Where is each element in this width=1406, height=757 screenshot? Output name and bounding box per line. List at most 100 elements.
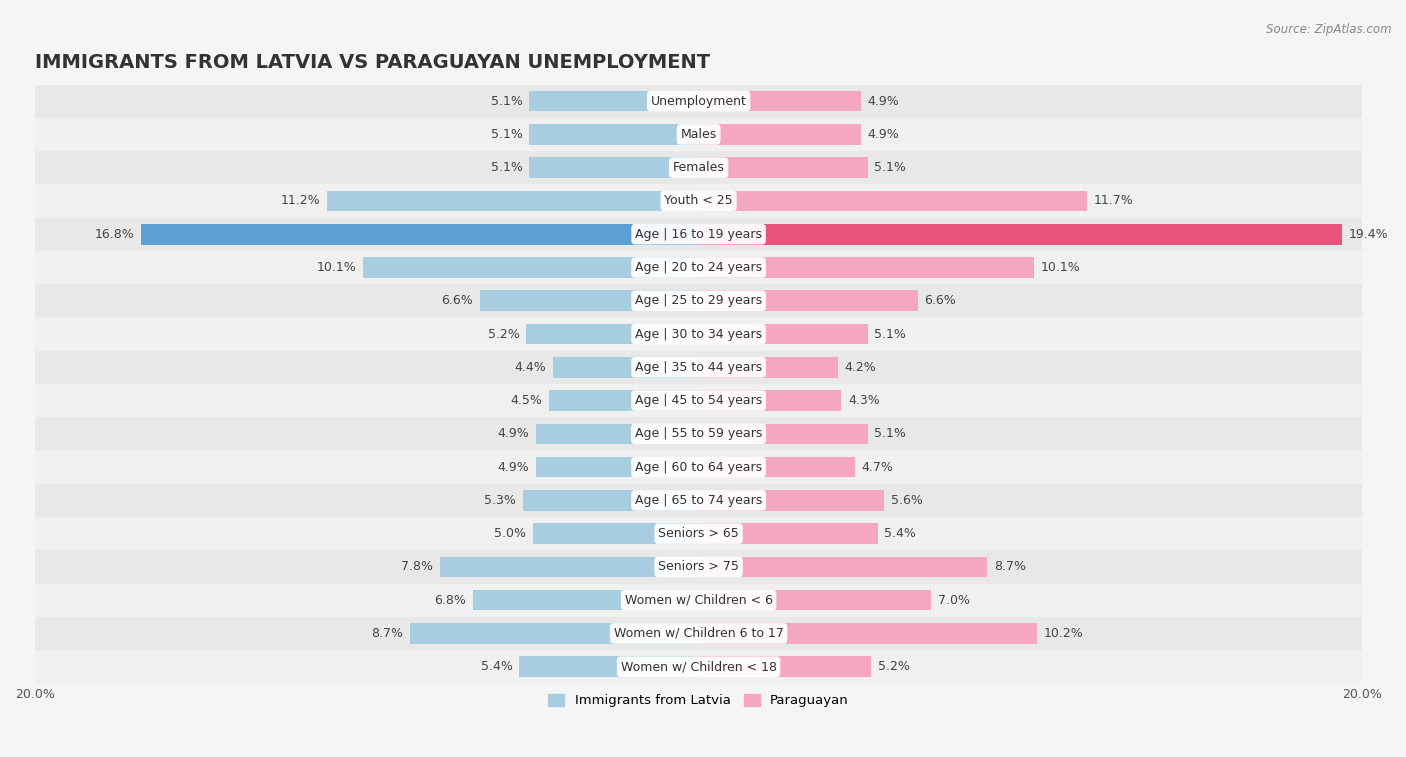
- Bar: [699, 656, 872, 677]
- Bar: [35, 151, 1362, 184]
- Legend: Immigrants from Latvia, Paraguayan: Immigrants from Latvia, Paraguayan: [543, 689, 855, 712]
- Bar: [35, 450, 1362, 484]
- Bar: [536, 456, 699, 478]
- Bar: [35, 650, 1362, 684]
- Bar: [699, 623, 1038, 643]
- Bar: [35, 484, 1362, 517]
- Text: 4.9%: 4.9%: [498, 460, 530, 474]
- Bar: [699, 357, 838, 378]
- Bar: [699, 291, 918, 311]
- Text: 4.2%: 4.2%: [845, 361, 876, 374]
- Bar: [530, 157, 699, 178]
- Text: Women w/ Children 6 to 17: Women w/ Children 6 to 17: [613, 627, 783, 640]
- Bar: [35, 584, 1362, 617]
- Text: 10.1%: 10.1%: [318, 261, 357, 274]
- Bar: [699, 257, 1033, 278]
- Text: Women w/ Children < 18: Women w/ Children < 18: [620, 660, 776, 673]
- Text: 5.0%: 5.0%: [494, 527, 526, 540]
- Bar: [141, 224, 699, 245]
- Bar: [35, 317, 1362, 350]
- Text: Seniors > 75: Seniors > 75: [658, 560, 740, 573]
- Bar: [35, 284, 1362, 317]
- Text: 19.4%: 19.4%: [1348, 228, 1389, 241]
- Text: Age | 65 to 74 years: Age | 65 to 74 years: [636, 494, 762, 507]
- Text: 5.1%: 5.1%: [875, 428, 907, 441]
- Bar: [35, 517, 1362, 550]
- Text: 5.1%: 5.1%: [491, 128, 523, 141]
- Bar: [440, 556, 699, 578]
- Bar: [35, 550, 1362, 584]
- Text: 5.4%: 5.4%: [481, 660, 513, 673]
- Bar: [536, 423, 699, 444]
- Text: 8.7%: 8.7%: [994, 560, 1026, 573]
- Text: 16.8%: 16.8%: [94, 228, 135, 241]
- Text: 4.9%: 4.9%: [498, 428, 530, 441]
- Bar: [35, 384, 1362, 417]
- Text: 7.0%: 7.0%: [938, 593, 970, 606]
- Bar: [699, 391, 841, 411]
- Bar: [699, 423, 868, 444]
- Text: 5.4%: 5.4%: [884, 527, 917, 540]
- Bar: [699, 224, 1343, 245]
- Bar: [35, 217, 1362, 251]
- Text: 5.1%: 5.1%: [875, 328, 907, 341]
- Text: 8.7%: 8.7%: [371, 627, 404, 640]
- Text: Males: Males: [681, 128, 717, 141]
- Bar: [530, 91, 699, 111]
- Bar: [553, 357, 699, 378]
- Bar: [699, 324, 868, 344]
- Bar: [35, 251, 1362, 284]
- Bar: [699, 191, 1087, 211]
- Text: 11.7%: 11.7%: [1094, 195, 1133, 207]
- Text: 5.1%: 5.1%: [875, 161, 907, 174]
- Text: Source: ZipAtlas.com: Source: ZipAtlas.com: [1267, 23, 1392, 36]
- Text: IMMIGRANTS FROM LATVIA VS PARAGUAYAN UNEMPLOYMENT: IMMIGRANTS FROM LATVIA VS PARAGUAYAN UNE…: [35, 53, 710, 72]
- Text: 6.6%: 6.6%: [441, 294, 472, 307]
- Bar: [364, 257, 699, 278]
- Text: Age | 45 to 54 years: Age | 45 to 54 years: [636, 394, 762, 407]
- Text: Seniors > 65: Seniors > 65: [658, 527, 740, 540]
- Bar: [35, 118, 1362, 151]
- Text: Age | 55 to 59 years: Age | 55 to 59 years: [636, 428, 762, 441]
- Text: Age | 30 to 34 years: Age | 30 to 34 years: [636, 328, 762, 341]
- Bar: [699, 124, 862, 145]
- Bar: [35, 350, 1362, 384]
- Text: 6.8%: 6.8%: [434, 593, 467, 606]
- Text: 4.9%: 4.9%: [868, 128, 900, 141]
- Bar: [472, 590, 699, 610]
- Bar: [699, 157, 868, 178]
- Bar: [699, 91, 862, 111]
- Text: 4.3%: 4.3%: [848, 394, 880, 407]
- Bar: [530, 124, 699, 145]
- Text: 11.2%: 11.2%: [281, 195, 321, 207]
- Text: Age | 25 to 29 years: Age | 25 to 29 years: [636, 294, 762, 307]
- Bar: [550, 391, 699, 411]
- Text: 4.4%: 4.4%: [515, 361, 546, 374]
- Bar: [35, 184, 1362, 217]
- Text: 4.7%: 4.7%: [862, 460, 893, 474]
- Bar: [699, 590, 931, 610]
- Text: 5.6%: 5.6%: [891, 494, 922, 507]
- Bar: [699, 556, 987, 578]
- Bar: [523, 490, 699, 511]
- Text: 10.1%: 10.1%: [1040, 261, 1080, 274]
- Bar: [533, 523, 699, 544]
- Bar: [699, 490, 884, 511]
- Text: Age | 35 to 44 years: Age | 35 to 44 years: [636, 361, 762, 374]
- Text: Age | 16 to 19 years: Age | 16 to 19 years: [636, 228, 762, 241]
- Text: Females: Females: [672, 161, 724, 174]
- Text: Women w/ Children < 6: Women w/ Children < 6: [624, 593, 773, 606]
- Bar: [699, 456, 855, 478]
- Bar: [328, 191, 699, 211]
- Bar: [699, 523, 877, 544]
- Text: 5.3%: 5.3%: [484, 494, 516, 507]
- Bar: [526, 324, 699, 344]
- Text: 5.2%: 5.2%: [488, 328, 519, 341]
- Text: Age | 20 to 24 years: Age | 20 to 24 years: [636, 261, 762, 274]
- Text: 5.2%: 5.2%: [877, 660, 910, 673]
- Bar: [35, 617, 1362, 650]
- Text: 7.8%: 7.8%: [401, 560, 433, 573]
- Text: 4.9%: 4.9%: [868, 95, 900, 107]
- Text: Age | 60 to 64 years: Age | 60 to 64 years: [636, 460, 762, 474]
- Bar: [411, 623, 699, 643]
